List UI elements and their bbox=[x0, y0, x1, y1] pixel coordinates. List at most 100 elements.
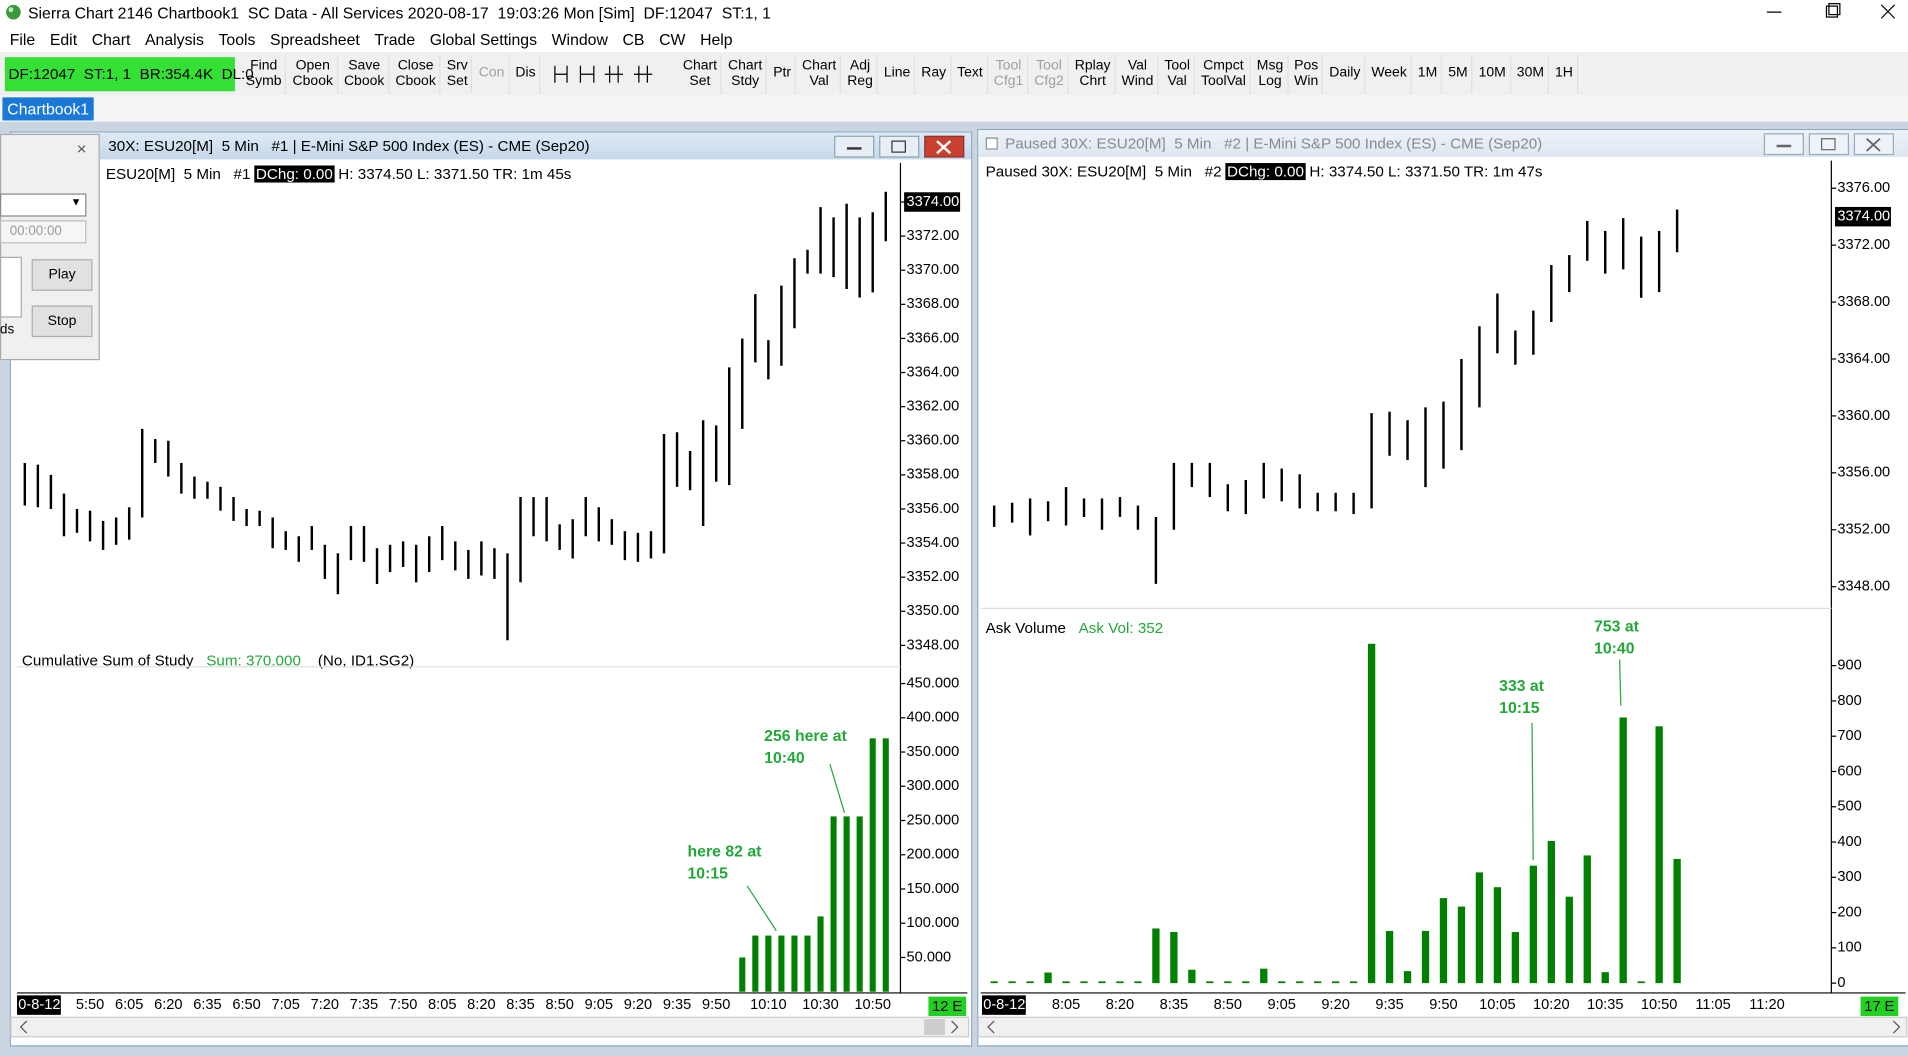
study-header: Ask Volume Ask Vol: 352 bbox=[986, 619, 1164, 636]
x-tick-label: 6:50 bbox=[232, 997, 260, 1013]
toolbar-button[interactable]: Con bbox=[475, 54, 510, 94]
button-label: Pos bbox=[1294, 57, 1319, 73]
price-tick-label: 3354.00 bbox=[907, 535, 960, 551]
toolbar-button[interactable]: 30M bbox=[1513, 54, 1549, 94]
toolbar-button[interactable]: Msg Log bbox=[1253, 54, 1289, 94]
tab-strip: Chartbook1 bbox=[0, 94, 1908, 122]
status-box: DF:12047 ST:1, 1 BR:354.4K DL:0 bbox=[4, 56, 254, 91]
toolbar-button[interactable]: 1H bbox=[1551, 54, 1578, 94]
chart-window: Paused 30X: ESU20[M] 5 Min #2 | E-Mini S… bbox=[977, 128, 1908, 1047]
study-bar bbox=[882, 738, 889, 992]
toolbar-button[interactable]: Rplay Chrt bbox=[1071, 54, 1116, 94]
menu-item[interactable]: Global Settings bbox=[429, 29, 538, 49]
menu-item[interactable]: Edit bbox=[49, 29, 78, 49]
stop-button[interactable]: Stop bbox=[31, 305, 93, 338]
toolbar-button[interactable]: Chart Val bbox=[798, 54, 842, 94]
menu-item[interactable]: CB bbox=[622, 29, 645, 49]
button-group: Chart Set Chart Stdy Ptr Chart Val Adj Reg Line Ra… bbox=[679, 54, 1578, 94]
toolbar-button[interactable]: Cmpct ToolVal bbox=[1197, 54, 1251, 94]
toolbar-button[interactable]: 1M bbox=[1414, 54, 1443, 94]
button-label: 10M bbox=[1478, 65, 1506, 81]
button-label: Cmpct bbox=[1203, 57, 1244, 73]
toolbar-button[interactable]: Adj Reg bbox=[844, 54, 878, 94]
scrollbars[interactable] bbox=[10, 1016, 1908, 1038]
x-tick-label: 9:05 bbox=[585, 997, 613, 1013]
menu-item[interactable]: Tools bbox=[218, 29, 256, 49]
button-label: Log bbox=[1258, 73, 1282, 89]
study-readout: Ask Vol: 352 bbox=[1078, 619, 1164, 637]
toolbar-button[interactable]: Tool Val bbox=[1161, 54, 1195, 94]
window-controls[interactable] bbox=[1752, 0, 1908, 26]
study-tick-label: 150.000 bbox=[907, 881, 960, 897]
study-bar bbox=[1655, 726, 1663, 984]
toolbar-button[interactable]: Line bbox=[880, 54, 916, 94]
chartbook-tab[interactable]: Chartbook1 bbox=[2, 97, 94, 121]
dropdown[interactable]: ▼ bbox=[0, 193, 87, 217]
toolbar-button[interactable]: Tool Cfg1 bbox=[990, 54, 1029, 94]
chart-window-controls[interactable] bbox=[1763, 133, 1903, 157]
x-tick-label: 7:35 bbox=[350, 997, 378, 1013]
study-tick-label: 600 bbox=[1837, 763, 1861, 779]
toolbar-button[interactable]: Dis bbox=[512, 54, 541, 94]
menu-item[interactable]: Spreadsheet bbox=[270, 29, 360, 49]
menu-item[interactable]: Help bbox=[700, 29, 733, 49]
menu-item[interactable]: Chart bbox=[91, 29, 131, 49]
close-button[interactable]: × bbox=[76, 138, 87, 159]
toolbar-button[interactable]: Srv Set bbox=[443, 54, 473, 94]
button-label: Cfg2 bbox=[1034, 73, 1064, 89]
x-tick-label: 9:20 bbox=[624, 997, 652, 1013]
study-bar bbox=[752, 935, 759, 992]
menu-item[interactable]: Trade bbox=[374, 29, 416, 49]
study-tick-label: 350.000 bbox=[907, 744, 960, 760]
toolbar-button[interactable]: Find Symb bbox=[242, 54, 287, 94]
menu-item[interactable]: File bbox=[9, 29, 36, 49]
button-label: ToolVal bbox=[1200, 73, 1246, 89]
study-name: Cumulative Sum of Study bbox=[21, 652, 194, 670]
study-tick-label: 200 bbox=[1837, 904, 1861, 920]
toolbar-button[interactable]: Chart Set bbox=[679, 54, 722, 94]
study-bar bbox=[1296, 981, 1304, 984]
toolbar-button[interactable]: Chart Stdy bbox=[724, 54, 768, 94]
dchg: DChg: 0.00 bbox=[254, 165, 335, 183]
price-tick-label: 3356.00 bbox=[907, 501, 960, 517]
toolbar-button[interactable]: Save Cbook bbox=[340, 54, 390, 94]
chart-window-controls[interactable] bbox=[834, 135, 968, 159]
button-group: Find Symb Open Cbook Save Cbook Close Cbook Srv S… bbox=[242, 54, 541, 94]
button-label: Dis bbox=[515, 65, 536, 81]
study-bar bbox=[1080, 981, 1088, 984]
toolbar-button[interactable]: Ptr bbox=[770, 54, 796, 94]
play-button[interactable]: Play bbox=[31, 259, 93, 291]
toolbar-button[interactable]: Pos Win bbox=[1291, 54, 1324, 94]
button-label: Chart bbox=[728, 57, 763, 73]
x-tick-label: 11:05 bbox=[1695, 997, 1730, 1013]
x-tick-label: 7:05 bbox=[272, 997, 300, 1013]
price-tick-label: 3376.00 bbox=[1837, 180, 1890, 196]
toolbar-button[interactable]: Open Cbook bbox=[289, 54, 338, 94]
x-tick-label: 9:50 bbox=[1429, 997, 1457, 1013]
menu-item[interactable]: Analysis bbox=[144, 29, 204, 49]
dchg: DChg: 0.00 bbox=[1225, 163, 1306, 181]
toolbar-button[interactable]: Close Cbook bbox=[392, 54, 441, 94]
toolbar-button[interactable]: 10M bbox=[1475, 54, 1511, 94]
menu-item[interactable]: Window bbox=[551, 29, 608, 49]
study-tick-label: 250.000 bbox=[907, 812, 960, 828]
time-input[interactable]: 00:00:00 bbox=[0, 220, 87, 244]
toolbar-button[interactable]: Val Wind bbox=[1118, 54, 1159, 94]
toolbar-button[interactable]: 5M bbox=[1445, 54, 1473, 94]
study-bar bbox=[1242, 981, 1250, 984]
toolbar-button[interactable]: Daily bbox=[1326, 54, 1366, 94]
toolbar-button[interactable]: Ray bbox=[918, 54, 952, 94]
study-bar bbox=[1152, 928, 1160, 984]
last-price-label: 3374.00 bbox=[907, 194, 960, 210]
price-tick-label: 3348.00 bbox=[907, 637, 960, 653]
toolbar-button[interactable]: Text bbox=[953, 54, 988, 94]
toolbar-button[interactable]: Tool Cfg2 bbox=[1031, 54, 1069, 94]
toolbar-button[interactable]: Week bbox=[1368, 54, 1412, 94]
study-tick-label: 300 bbox=[1837, 869, 1861, 885]
chart-info: ESU20[M] 5 Min #1 DChg: 0.00 H: 3374.50 … bbox=[106, 165, 571, 183]
readout: H: 3374.50 L: 3371.50 TR: 1m 47s bbox=[1309, 163, 1543, 181]
cursor-icons[interactable] bbox=[548, 55, 672, 92]
menu-item[interactable]: CW bbox=[659, 29, 686, 49]
price-tick-label: 3360.00 bbox=[907, 433, 960, 449]
button-label: Open bbox=[295, 57, 330, 73]
